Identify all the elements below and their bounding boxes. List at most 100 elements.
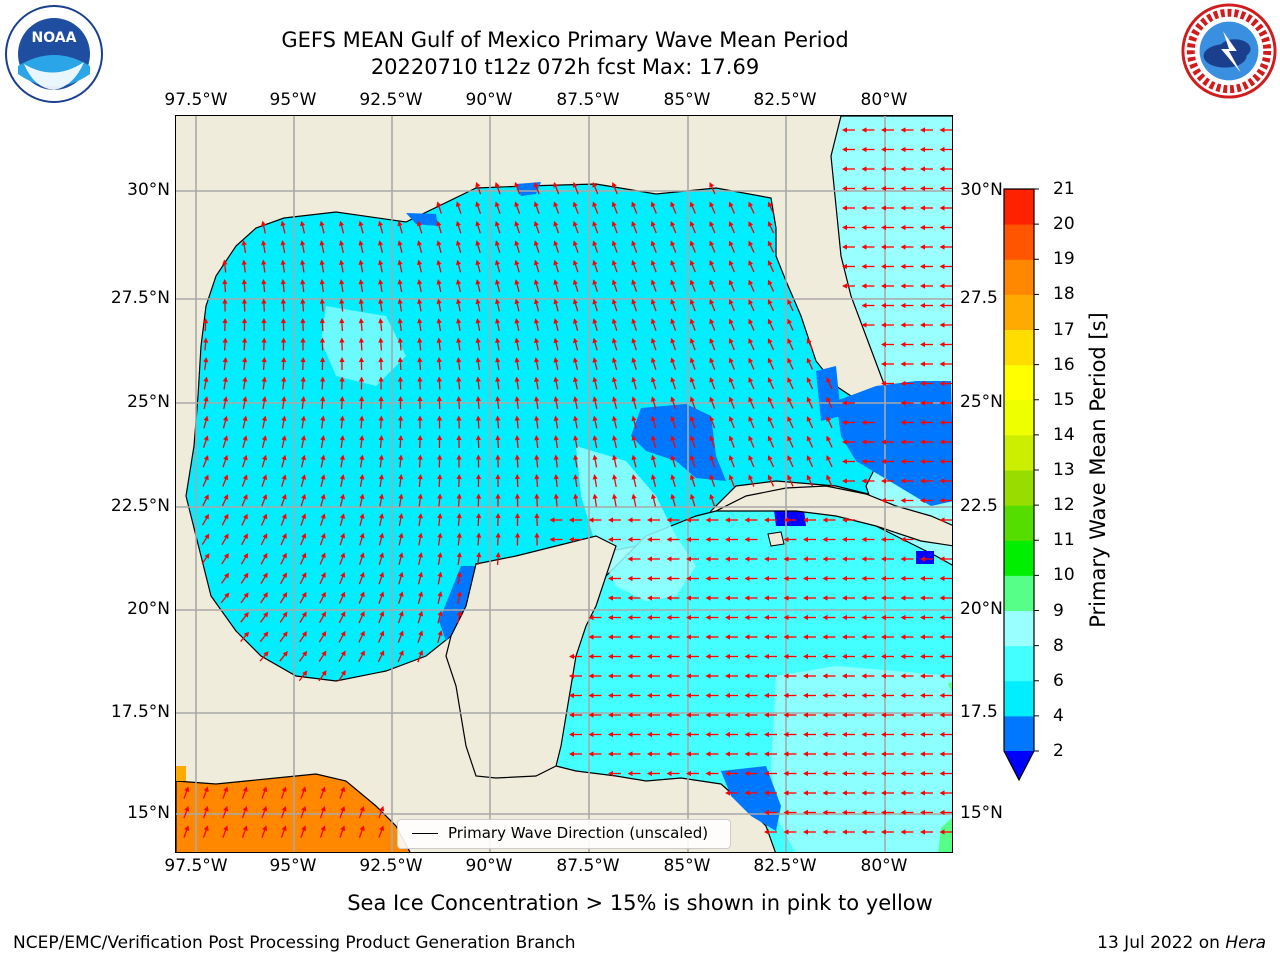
wave-arrow — [861, 634, 875, 640]
wave-arrow — [417, 337, 423, 351]
wave-arrow — [647, 634, 660, 640]
wave-arrow — [728, 454, 735, 468]
wave-arrow — [261, 259, 267, 273]
wave-arrow — [553, 435, 559, 449]
wave-arrow — [686, 517, 699, 523]
blue-patch — [816, 366, 841, 421]
wave-arrow — [806, 455, 814, 468]
wave-arrow — [417, 474, 423, 488]
wave-arrow — [728, 201, 736, 214]
lat-label-left: 15°N — [127, 803, 170, 823]
wave-arrow — [241, 805, 248, 819]
wave-arrow — [611, 201, 618, 214]
wave-arrow — [939, 731, 952, 738]
wave-arrow — [939, 361, 952, 367]
wave-arrow — [534, 454, 540, 468]
wave-arrow — [417, 513, 423, 527]
colorbar-segment — [1004, 434, 1034, 471]
wave-arrow — [456, 357, 462, 371]
wave-arrow — [398, 532, 404, 546]
wave-arrow — [842, 224, 855, 231]
blue-patch — [836, 381, 952, 506]
wave-arrow — [319, 786, 326, 799]
wave-arrow — [787, 377, 794, 390]
wave-arrow — [748, 279, 755, 292]
wave-arrow — [670, 357, 677, 370]
wave-arrow — [920, 790, 933, 796]
footer-credit: NCEP/EMC/Verification Post Processing Pr… — [13, 933, 576, 953]
wave-arrow — [592, 201, 599, 214]
wave-arrow — [744, 517, 758, 523]
wave-arrow — [689, 376, 696, 390]
wave-arrow — [900, 692, 914, 699]
wave-arrow — [803, 536, 816, 543]
wave-arrow — [608, 653, 621, 660]
wave-arrow — [861, 712, 875, 718]
wave-arrow — [631, 240, 638, 253]
wave-arrow — [650, 454, 657, 468]
wave-arrow — [475, 298, 481, 312]
wave-arrow — [920, 341, 933, 348]
wave-arrow — [647, 575, 660, 582]
wave-arrow — [398, 493, 404, 507]
wave-arrow — [592, 376, 598, 390]
wave-arrow — [670, 318, 677, 331]
wave-arrow — [920, 185, 933, 192]
wave-arrow — [764, 575, 777, 582]
plot-title: GEFS MEAN Gulf of Mexico Primary Wave Me… — [281, 28, 849, 52]
wave-arrow — [339, 532, 346, 546]
wave-arrow — [861, 478, 875, 484]
wave-arrow — [573, 435, 579, 449]
wave-arrow — [939, 595, 952, 601]
wave-arrow — [339, 805, 346, 819]
wave-arrow — [569, 731, 582, 738]
wave-arrow — [939, 770, 952, 777]
wave-arrow — [201, 553, 210, 565]
wave-arrow — [725, 751, 738, 757]
wave-arrow — [939, 302, 952, 309]
wave-arrow — [920, 712, 933, 718]
wave-arrow — [261, 786, 268, 799]
wave-arrow — [203, 376, 209, 390]
wave-arrow — [588, 634, 602, 640]
wave-arrow — [534, 396, 540, 410]
wave-arrow — [514, 396, 520, 410]
wave-arrow — [611, 279, 618, 292]
wave-arrow — [456, 610, 462, 624]
wave-arrow — [588, 692, 602, 699]
wave-arrow — [748, 474, 755, 487]
wave-arrow — [686, 614, 699, 621]
wave-arrow — [553, 259, 559, 273]
wave-arrow — [495, 474, 501, 488]
wave-arrow — [417, 649, 424, 663]
wave-arrow — [728, 240, 736, 253]
wave-arrow — [670, 396, 676, 409]
wave-arrow — [514, 201, 521, 214]
wave-arrow — [612, 474, 618, 488]
wave-arrow — [359, 474, 365, 488]
wave-arrow — [939, 127, 952, 133]
wave-arrow — [728, 377, 735, 390]
wave-arrow — [744, 575, 758, 582]
wave-arrow — [861, 146, 875, 153]
wave-arrow — [748, 299, 755, 312]
wave-arrow — [881, 380, 894, 387]
wave-arrow — [378, 805, 385, 819]
wave-arrow — [300, 454, 306, 468]
wave-arrow — [241, 786, 248, 799]
graticule — [176, 116, 952, 852]
colorbar-tick-label: 15 — [1053, 389, 1075, 410]
wave-arrow — [627, 712, 641, 718]
wave-arrow — [900, 127, 914, 133]
wave-arrow — [709, 299, 716, 312]
wave-arrow — [783, 692, 797, 699]
wave-arrow — [534, 513, 540, 527]
wave-arrow — [842, 517, 855, 523]
wave-arrow — [608, 575, 621, 582]
wave-arrow — [783, 673, 797, 679]
wave-arrow — [259, 651, 269, 662]
colorbar-segment — [1004, 540, 1034, 576]
colorbar-label: Primary Wave Mean Period [s] — [1086, 312, 1110, 628]
wave-arrow — [861, 673, 875, 679]
lat-label-right: 22.5 — [960, 496, 998, 516]
